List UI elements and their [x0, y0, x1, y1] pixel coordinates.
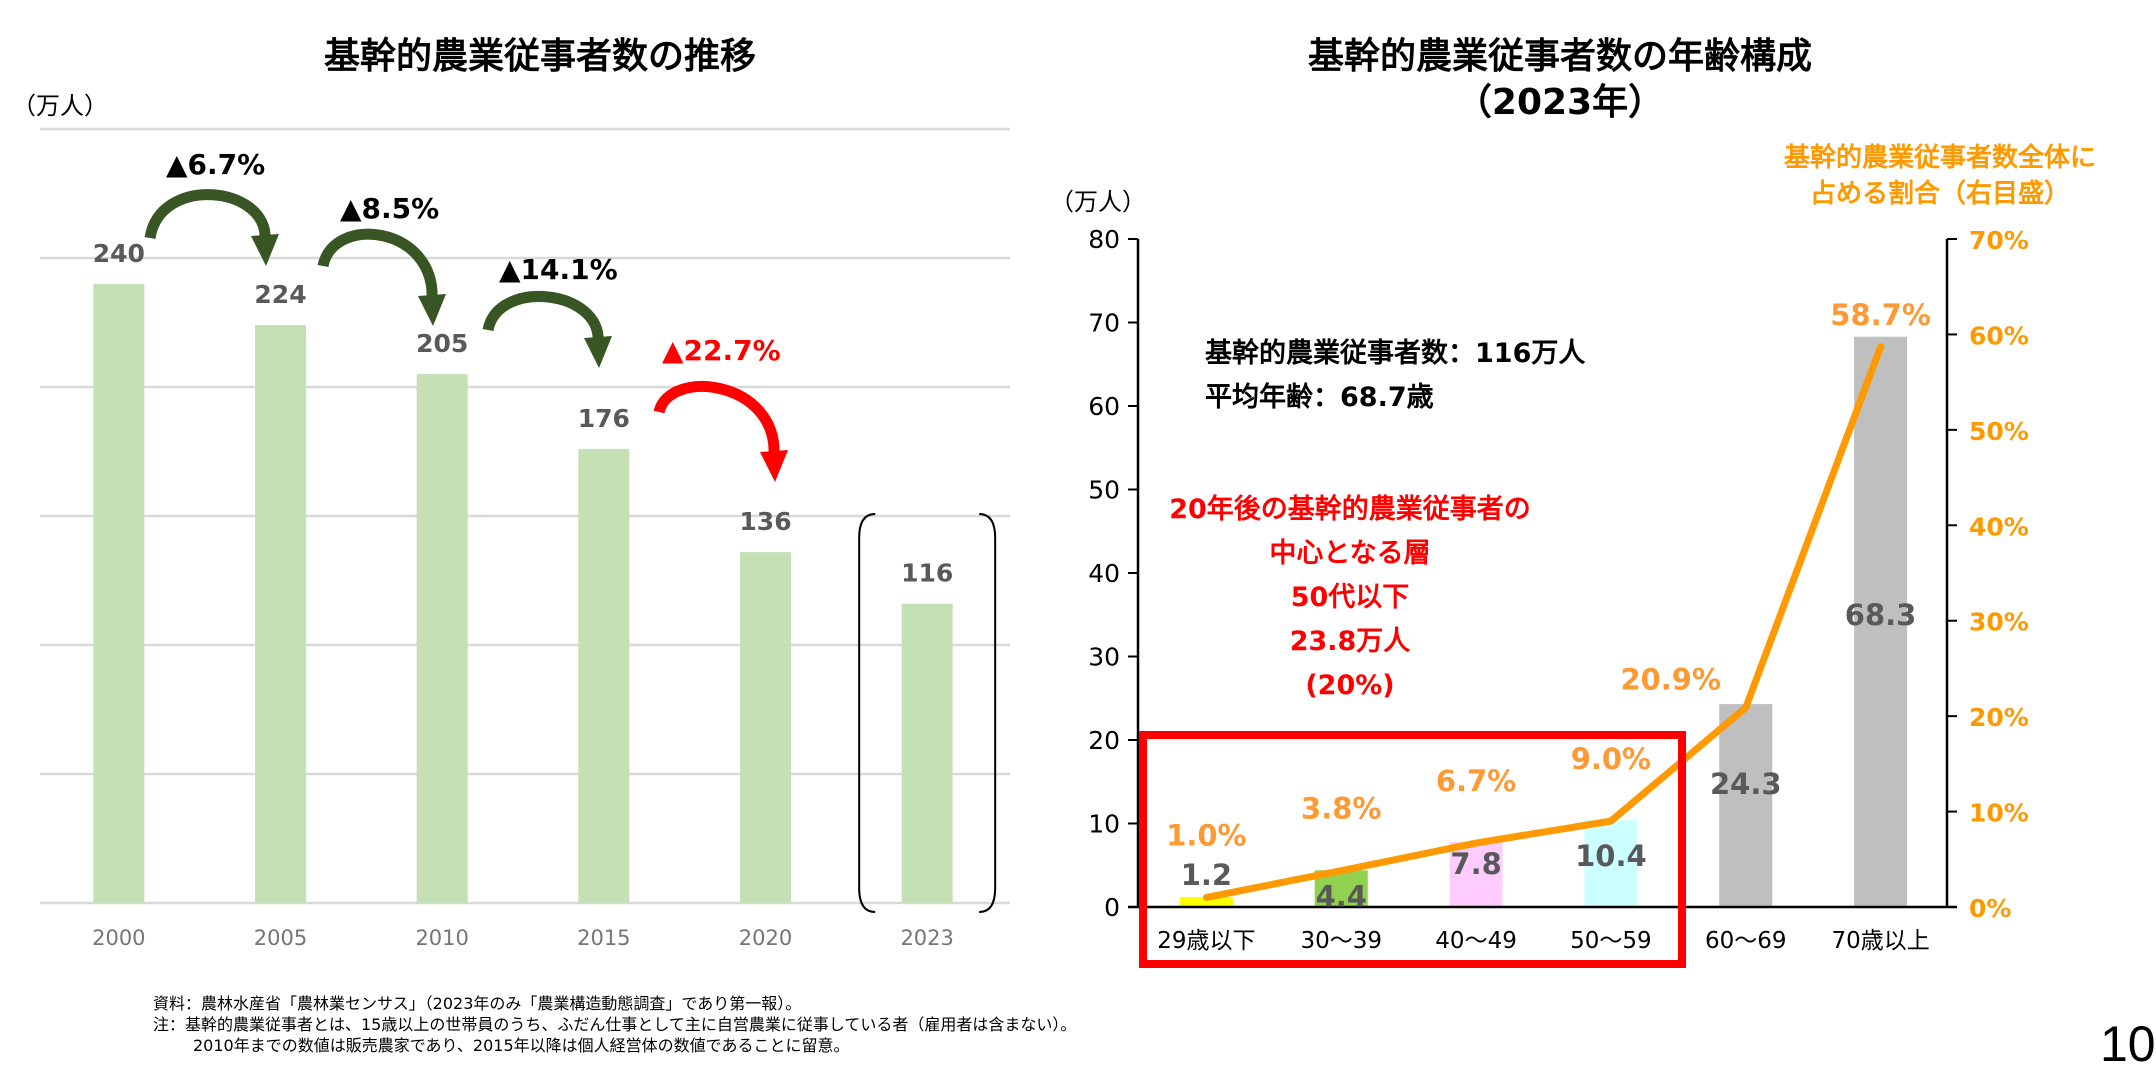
bar-value-label-0: 1.2	[1181, 858, 1232, 892]
bracket-left	[858, 513, 876, 913]
value-label-2023: 116	[901, 559, 953, 588]
value-label-2010: 205	[416, 329, 468, 358]
right-unit-label: （万人）	[1050, 188, 1146, 216]
right-tick-label: 60%	[1969, 321, 2029, 350]
x-tick-label-2020: 2020	[739, 926, 792, 950]
under-60-highlight-box	[1139, 731, 1686, 968]
change-label-2015-2020: ▲22.7%	[662, 334, 781, 367]
ratio-label-5: 58.7%	[1830, 298, 1931, 332]
ratio-line	[1202, 343, 1885, 901]
right-chart: 0 10 20 30 40 50 60 70 80 0% 10% 20% 30% 40% 50% 60% 70%…	[1088, 225, 2029, 954]
bar-value-label-1: 4.4	[1316, 879, 1367, 913]
arrowhead-icon	[418, 294, 446, 326]
value-label-2005: 224	[254, 280, 306, 309]
bar-2000	[93, 283, 145, 903]
age-bar-5	[1854, 336, 1908, 907]
bracket-right	[979, 513, 997, 913]
highlight-line-2: 中心となる層	[1269, 538, 1431, 569]
source-note: 資料：農林水産省「農林業センサス」（2023年のみ「農業構造動態調査」であり第一…	[153, 994, 802, 1013]
bar-2005	[255, 325, 306, 904]
value-label-2020: 136	[739, 507, 791, 536]
x-tick-label-2010: 2010	[415, 926, 468, 950]
definition-note: 注：基幹的農業従事者とは、15歳以上の世帯員のうち、ふだん仕事として主に自営農業…	[153, 1015, 1077, 1034]
ratio-label-0: 1.0%	[1166, 818, 1246, 852]
left-unit-label: （万人）	[12, 92, 108, 120]
left-tick-label: 50	[1088, 476, 1120, 505]
left-tick-label: 0	[1104, 893, 1120, 922]
right-chart-title-line1: 基幹的農業従事者数の年齢構成	[1307, 36, 1812, 77]
left-tick-label: 40	[1088, 559, 1120, 588]
ratio-label-3: 9.0%	[1571, 742, 1651, 776]
summary-average-age: 平均年齢：68.7歳	[1205, 382, 1434, 413]
bar-2010	[416, 374, 468, 904]
value-label-2015: 176	[578, 404, 630, 433]
page-number: 10	[2100, 1016, 2156, 1072]
ratio-legend-line2: 占める割合（右目盛）	[1809, 179, 2070, 209]
bar-value-label-2: 7.8	[1450, 847, 1501, 881]
ratio-label-4: 20.9%	[1620, 663, 1721, 697]
right-chart-title-line2: （2023年）	[1455, 82, 1665, 123]
x-tick-label-2005: 2005	[254, 926, 307, 950]
left-tick-label: 10	[1088, 810, 1120, 839]
change-label-2010-2015: ▲14.1%	[499, 253, 618, 286]
highlight-line-3: 50代以下	[1290, 582, 1410, 613]
x-tick-label-2015: 2015	[577, 926, 630, 950]
left-tick-label: 80	[1088, 225, 1120, 254]
highlight-line-5: (20%)	[1305, 670, 1395, 701]
category-label-5: 70歳以上	[1831, 928, 1929, 954]
age-bar-4	[1719, 704, 1773, 907]
highlight-line-1: 20年後の基幹的農業従事者の	[1169, 494, 1531, 525]
curved-arrow-2010-2015	[482, 291, 604, 343]
category-label-2: 40～49	[1435, 928, 1517, 954]
category-label-0: 29歳以下	[1157, 928, 1255, 954]
right-tick-label: 0%	[1969, 894, 2011, 923]
bar-value-label-3: 10.4	[1575, 839, 1647, 873]
right-tick-label: 10%	[1969, 799, 2029, 828]
bar-2023	[901, 603, 953, 903]
summary-total: 基幹的農業従事者数：116万人	[1205, 338, 1586, 369]
curved-arrow-2000-2005	[144, 189, 271, 241]
age-bar-3	[1584, 820, 1638, 907]
x-tick-label-2000: 2000	[92, 926, 145, 950]
age-bar-2	[1449, 841, 1503, 907]
highlight-annotation: 20年後の基幹的農業従事者の 中心となる層 50代以下 23.8万人 (20%)	[1150, 488, 1550, 708]
category-label-3: 50～59	[1570, 928, 1652, 954]
arrowhead-icon	[251, 234, 279, 266]
bar-value-label-4: 24.3	[1710, 767, 1782, 801]
highlight-line-4: 23.8万人	[1289, 626, 1411, 657]
change-label-2000-2005: ▲6.7%	[166, 148, 266, 181]
curved-arrow-2005-2010	[317, 228, 438, 301]
ratio-label-2: 6.7%	[1436, 764, 1516, 798]
arrowhead-icon	[760, 450, 788, 482]
left-tick-label: 30	[1088, 643, 1120, 672]
arrowhead-icon	[584, 336, 612, 368]
category-label-4: 60～69	[1705, 928, 1787, 954]
bar-2015	[578, 448, 630, 903]
left-chart: 240 2000 224 2005 205 2010 176 2015 136 2020 116 20…	[40, 127, 1010, 950]
change-label-2005-2010: ▲8.5%	[340, 192, 440, 225]
right-tick-label: 50%	[1969, 417, 2029, 446]
curved-arrow-2015-2020	[653, 381, 780, 457]
bar-value-label-5: 68.3	[1845, 598, 1917, 632]
left-tick-label: 70	[1088, 309, 1120, 338]
right-tick-label: 70%	[1969, 226, 2029, 255]
right-tick-label: 40%	[1969, 512, 2029, 541]
left-tick-label: 60	[1088, 392, 1120, 421]
x-tick-label-2023: 2023	[900, 926, 953, 950]
value-label-2000: 240	[93, 239, 145, 268]
age-bar-0	[1179, 896, 1233, 907]
bar-2020	[740, 552, 791, 903]
left-chart-title: 基幹的農業従事者数の推移	[323, 36, 756, 77]
category-label-1: 30～39	[1300, 928, 1382, 954]
right-tick-label: 20%	[1969, 703, 2029, 732]
right-tick-label: 30%	[1969, 608, 2029, 637]
left-tick-label: 20	[1088, 726, 1120, 755]
ratio-legend-line1: 基幹的農業従事者数全体に	[1783, 143, 2096, 173]
ratio-label-1: 3.8%	[1301, 792, 1381, 826]
caveat-note: 2010年までの数値は販売農家であり、2015年以降は個人経営体の数値であること…	[193, 1036, 850, 1055]
